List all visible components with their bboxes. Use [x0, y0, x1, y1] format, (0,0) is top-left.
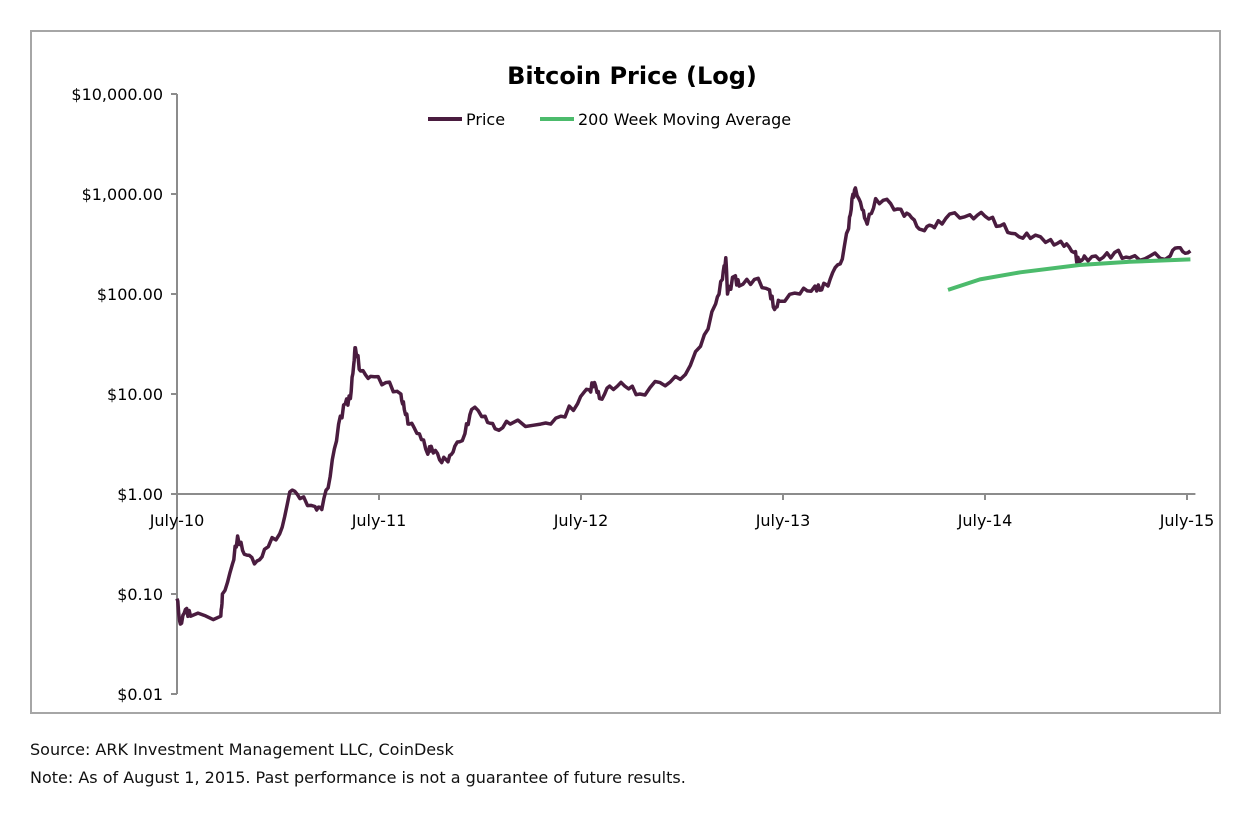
- x-tick-label: July-12: [553, 511, 609, 530]
- y-tick-label: $0.01: [117, 685, 163, 704]
- y-tick-label: $10.00: [107, 385, 163, 404]
- chart-title: Bitcoin Price (Log): [507, 62, 757, 90]
- moving-average-line: [947, 257, 1191, 292]
- y-tick-label: $0.10: [117, 585, 163, 604]
- y-tick-label: $1,000.00: [82, 185, 163, 204]
- price-line: [175, 186, 1192, 626]
- x-tick-label: July-15: [1159, 511, 1215, 530]
- y-tick-label: $100.00: [97, 285, 163, 304]
- source-note: Source: ARK Investment Management LLC, C…: [30, 740, 454, 759]
- chart-frame: [30, 30, 1221, 714]
- x-tick-label: July-10: [149, 511, 205, 530]
- x-tick-label: July-11: [351, 511, 407, 530]
- disclaimer-note: Note: As of August 1, 2015. Past perform…: [30, 768, 686, 787]
- legend-label-moving-average: 200 Week Moving Average: [578, 110, 791, 129]
- y-tick-label: $10,000.00: [71, 85, 163, 104]
- legend-label-price: Price: [466, 110, 505, 129]
- y-tick-label: $1.00: [117, 485, 163, 504]
- x-tick-label: July-14: [957, 511, 1013, 530]
- x-tick-label: July-13: [755, 511, 811, 530]
